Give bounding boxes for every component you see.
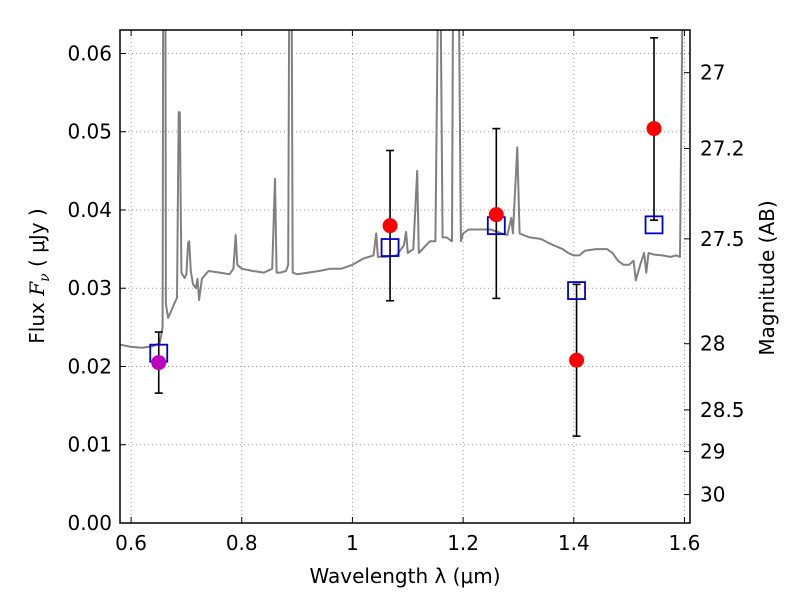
model-spectrum (120, 30, 684, 349)
observed-point (382, 218, 398, 234)
magnitude-tick-label: 28 (700, 332, 725, 356)
x-tick-label: 1.4 (558, 531, 590, 555)
y-axis-title-sub: ν (37, 273, 53, 282)
right-axis-title: Magnitude (AB) (755, 200, 779, 355)
spectrum-line (120, 30, 684, 349)
model-point-square (380, 238, 400, 257)
y-axis-title-suffix: ( μJy ) (25, 208, 49, 273)
y-tick-label: 0.05 (67, 120, 112, 144)
magnitude-tick-label: 27 (700, 61, 725, 85)
magnitude-axis-ticks: 27 27.2 27.5 28 28.5 29 30 (684, 61, 745, 507)
y-axis-title: Flux Fν ( μJy ) (25, 208, 53, 343)
model-point-square (644, 215, 664, 235)
y-tick-label: 0.06 (67, 41, 112, 65)
observed-photometry-points (151, 121, 662, 371)
x-tick-label: 0.6 (115, 531, 147, 555)
model-point-square (567, 281, 586, 300)
observed-point (569, 352, 585, 368)
x-tick-label: 0.8 (226, 531, 258, 555)
y-axis-title-var: F (25, 281, 49, 297)
y-tick-label: 0.01 (67, 433, 112, 457)
magnitude-tick-label: 27.5 (700, 227, 745, 251)
magnitude-tick-label: 30 (700, 483, 725, 507)
y-axis-ticks: 0.00 0.01 0.02 0.03 0.04 0.05 0.06 (67, 41, 126, 535)
x-tick-label: 1.2 (447, 531, 479, 555)
x-tick-label: 1 (346, 531, 359, 555)
y-axis-title-prefix: Flux (25, 296, 49, 344)
y-tick-label: 0.02 (67, 354, 112, 378)
model-photometry-points (149, 215, 664, 363)
y-tick-label: 0.04 (67, 198, 112, 222)
observed-point (488, 207, 504, 223)
observed-point (646, 121, 662, 137)
y-tick-label: 0.00 (67, 511, 112, 535)
observed-point (151, 355, 167, 371)
x-axis-ticks: 0.6 0.8 1 1.2 1.4 1.6 (115, 30, 700, 555)
x-tick-label: 1.6 (669, 531, 701, 555)
magnitude-tick-label: 29 (700, 440, 725, 464)
y-tick-label: 0.03 (67, 276, 112, 300)
plot-frame (119, 29, 691, 524)
grid (120, 30, 690, 524)
magnitude-tick-label: 28.5 (700, 398, 745, 422)
magnitude-tick-label: 27.2 (700, 136, 745, 160)
x-axis-title: Wavelength λ (μm) (309, 564, 500, 588)
